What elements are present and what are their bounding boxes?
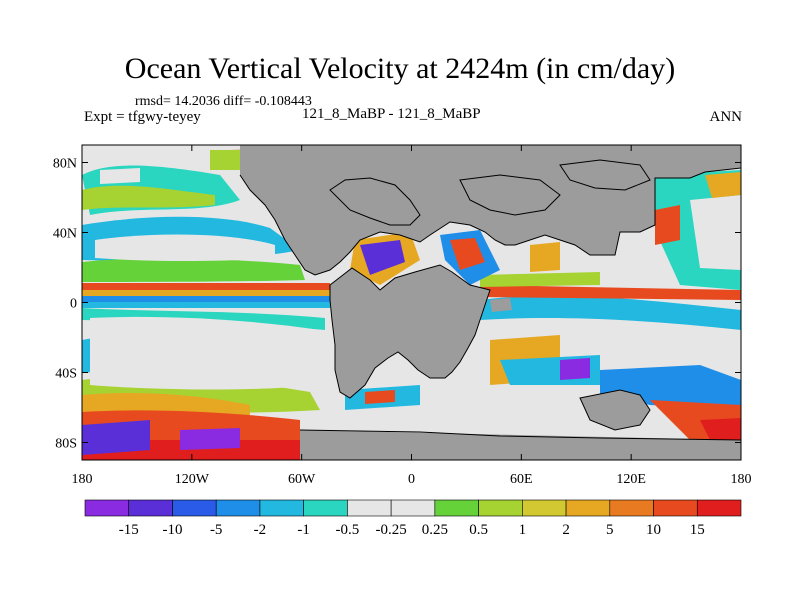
field-patch <box>655 205 680 245</box>
colorbar-swatch <box>696 499 742 517</box>
coastline <box>459 174 561 216</box>
colorbar-label: 15 <box>690 522 705 538</box>
lon-tick-label: 120W <box>175 472 210 487</box>
colorbar-swatch <box>84 499 130 517</box>
lat-tick-label: 0 <box>70 297 77 312</box>
coastline <box>329 264 491 399</box>
field-patch <box>95 234 275 261</box>
field-patch <box>82 296 330 302</box>
coastlines <box>239 159 741 441</box>
longitude-axis: 180 120W 60W 0 60E 120E 180 <box>72 145 752 487</box>
colorbar-label: -0.5 <box>336 522 360 538</box>
colorbar-label: -2 <box>254 522 267 538</box>
colorbar-swatch <box>259 499 304 517</box>
field-patch <box>82 290 330 296</box>
colorbar-swatch <box>303 499 348 517</box>
field-patch <box>450 238 485 270</box>
colorbar-label: 0.5 <box>469 522 488 538</box>
field-patch <box>360 240 405 275</box>
colorbar-label: 0.25 <box>422 522 448 538</box>
colorbar-label: -5 <box>210 522 223 538</box>
colorbar-swatch <box>478 499 523 517</box>
coastline <box>329 177 421 226</box>
land-australia <box>580 390 650 430</box>
lon-tick-label: 0 <box>408 472 415 487</box>
lat-tick-label: 80N <box>53 157 77 172</box>
coastline <box>559 159 651 191</box>
lon-tick-label: 60W <box>288 472 316 487</box>
latitude-axis: 80N 40N 0 40S 80S <box>53 157 741 452</box>
colorbar-label: -15 <box>119 522 139 538</box>
case-label: 121_8_MaBP - 121_8_MaBP <box>302 106 481 122</box>
season-label: ANN <box>709 109 743 125</box>
field-patch <box>210 150 240 170</box>
lon-tick-label: 120E <box>616 472 646 487</box>
colorbar-swatch <box>347 499 392 517</box>
field-patch <box>82 302 330 308</box>
field-patch <box>90 316 320 390</box>
colorbar-swatch <box>522 499 567 517</box>
lat-tick-label: 40N <box>53 227 77 242</box>
land-southern <box>330 265 490 398</box>
field-patch <box>530 242 560 272</box>
colorbar-swatch <box>653 499 698 517</box>
map-title: Ocean Vertical Velocity at 2424m (in cm/… <box>124 52 676 85</box>
land-island <box>490 298 512 312</box>
colorbar-label: -10 <box>162 522 182 538</box>
lat-tick-label: 40S <box>55 367 77 382</box>
colorbar-label: -0.25 <box>376 522 407 538</box>
colorbar-swatch <box>565 499 611 517</box>
field-patch <box>480 272 600 287</box>
colorbar-swatch <box>609 499 654 517</box>
experiment-label: Expt = tfgwy-teyey <box>84 109 201 125</box>
colorbar-swatch <box>128 499 173 517</box>
field-patch <box>82 283 330 290</box>
colorbar: -15 -10 -5 -2 -1 -0.5 -0.25 0.25 0.5 1 2 5 10 15 <box>84 499 742 538</box>
colorbar-swatch <box>215 499 261 517</box>
coastline <box>299 429 741 441</box>
field-patch <box>480 295 741 330</box>
colorbar-label: 10 <box>646 522 661 538</box>
field-patch <box>700 418 741 440</box>
rmsd-diff-stats: rmsd= 14.2036 diff= -0.108443 <box>135 94 312 109</box>
field-patch <box>82 420 150 455</box>
field-patch <box>560 358 590 380</box>
coastline <box>579 389 651 431</box>
field-patch <box>690 195 741 270</box>
colorbar-label: 1 <box>519 522 527 538</box>
lon-tick-label: 180 <box>72 472 93 487</box>
field-patch <box>705 172 741 198</box>
colorbar-label: -1 <box>297 522 310 538</box>
coastline <box>239 167 741 276</box>
field-patch <box>82 258 305 282</box>
lon-tick-label: 180 <box>731 472 752 487</box>
colorbar-label: 5 <box>606 522 614 538</box>
colorbar-swatch <box>390 499 436 517</box>
land-antarctica <box>300 430 741 460</box>
lon-tick-label: 60E <box>510 472 533 487</box>
lat-tick-label: 80S <box>55 437 77 452</box>
colorbar-swatch <box>434 499 479 517</box>
field-patch <box>365 390 395 404</box>
field-patch <box>180 428 240 450</box>
colorbar-label: 2 <box>562 522 570 538</box>
field-patch <box>480 285 741 300</box>
field-patch <box>100 168 140 184</box>
field-patch <box>82 185 215 210</box>
colorbar-swatch <box>172 499 217 517</box>
